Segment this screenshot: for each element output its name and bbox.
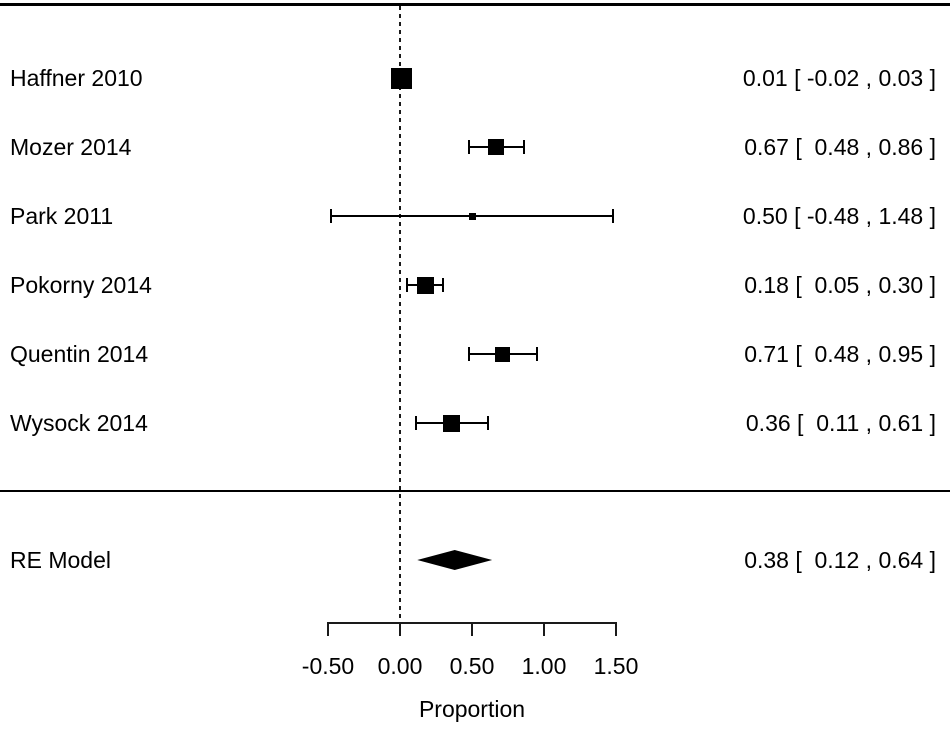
x-axis-tick [543,622,545,636]
study-annotation: 0.18 [ 0.05 , 0.30 ] [744,272,936,298]
x-axis-tick [615,622,617,636]
study-label: Wysock 2014 [10,410,148,436]
study-annotation: 0.71 [ 0.48 , 0.95 ] [744,341,936,367]
point-estimate-marker [443,414,461,432]
separator-rule [0,490,950,492]
ci-cap-right [535,347,538,361]
x-axis-tick [327,622,329,636]
ci-cap-left [329,209,332,223]
summary-label: RE Model [10,547,111,573]
summary-annotation: 0.38 [ 0.12 , 0.64 ] [744,547,936,573]
point-estimate-marker [417,276,435,294]
x-axis-tick-label: 1.00 [521,653,567,679]
ci-cap-right [442,278,445,292]
summary-diamond [417,550,493,570]
ci-cap-right [612,209,615,223]
study-label: Pokorny 2014 [10,272,152,298]
x-axis-tick [471,622,473,636]
point-estimate-marker [488,139,505,155]
study-label: Park 2011 [10,203,114,229]
study-label: Quentin 2014 [10,341,149,367]
study-annotation: 0.67 [ 0.48 , 0.86 ] [744,134,936,160]
study-label: Mozer 2014 [10,134,132,160]
x-axis-tick-label: 1.50 [593,653,639,679]
top-rule [0,3,950,6]
point-estimate-marker [468,212,476,220]
point-estimate-marker [494,346,510,362]
point-estimate-marker [390,67,412,89]
ci-cap-right [522,140,525,154]
ci-cap-left [414,416,417,430]
x-axis-tick-label: -0.50 [301,653,355,679]
ci-cap-left [468,140,471,154]
x-axis-tick-label: 0.00 [377,653,423,679]
study-annotation: 0.50 [ -0.48 , 1.48 ] [742,203,936,229]
x-axis-title: Proportion [418,696,526,722]
x-axis-tick-label: 0.50 [449,653,495,679]
study-label: Haffner 2010 [10,65,143,91]
reference-line [399,6,401,622]
ci-cap-left [468,347,471,361]
study-annotation: 0.36 [ 0.11 , 0.61 ] [745,410,936,436]
x-axis-tick [399,622,401,636]
ci-cap-right [486,416,489,430]
ci-cap-left [406,278,409,292]
study-annotation: 0.01 [ -0.02 , 0.03 ] [742,65,936,91]
